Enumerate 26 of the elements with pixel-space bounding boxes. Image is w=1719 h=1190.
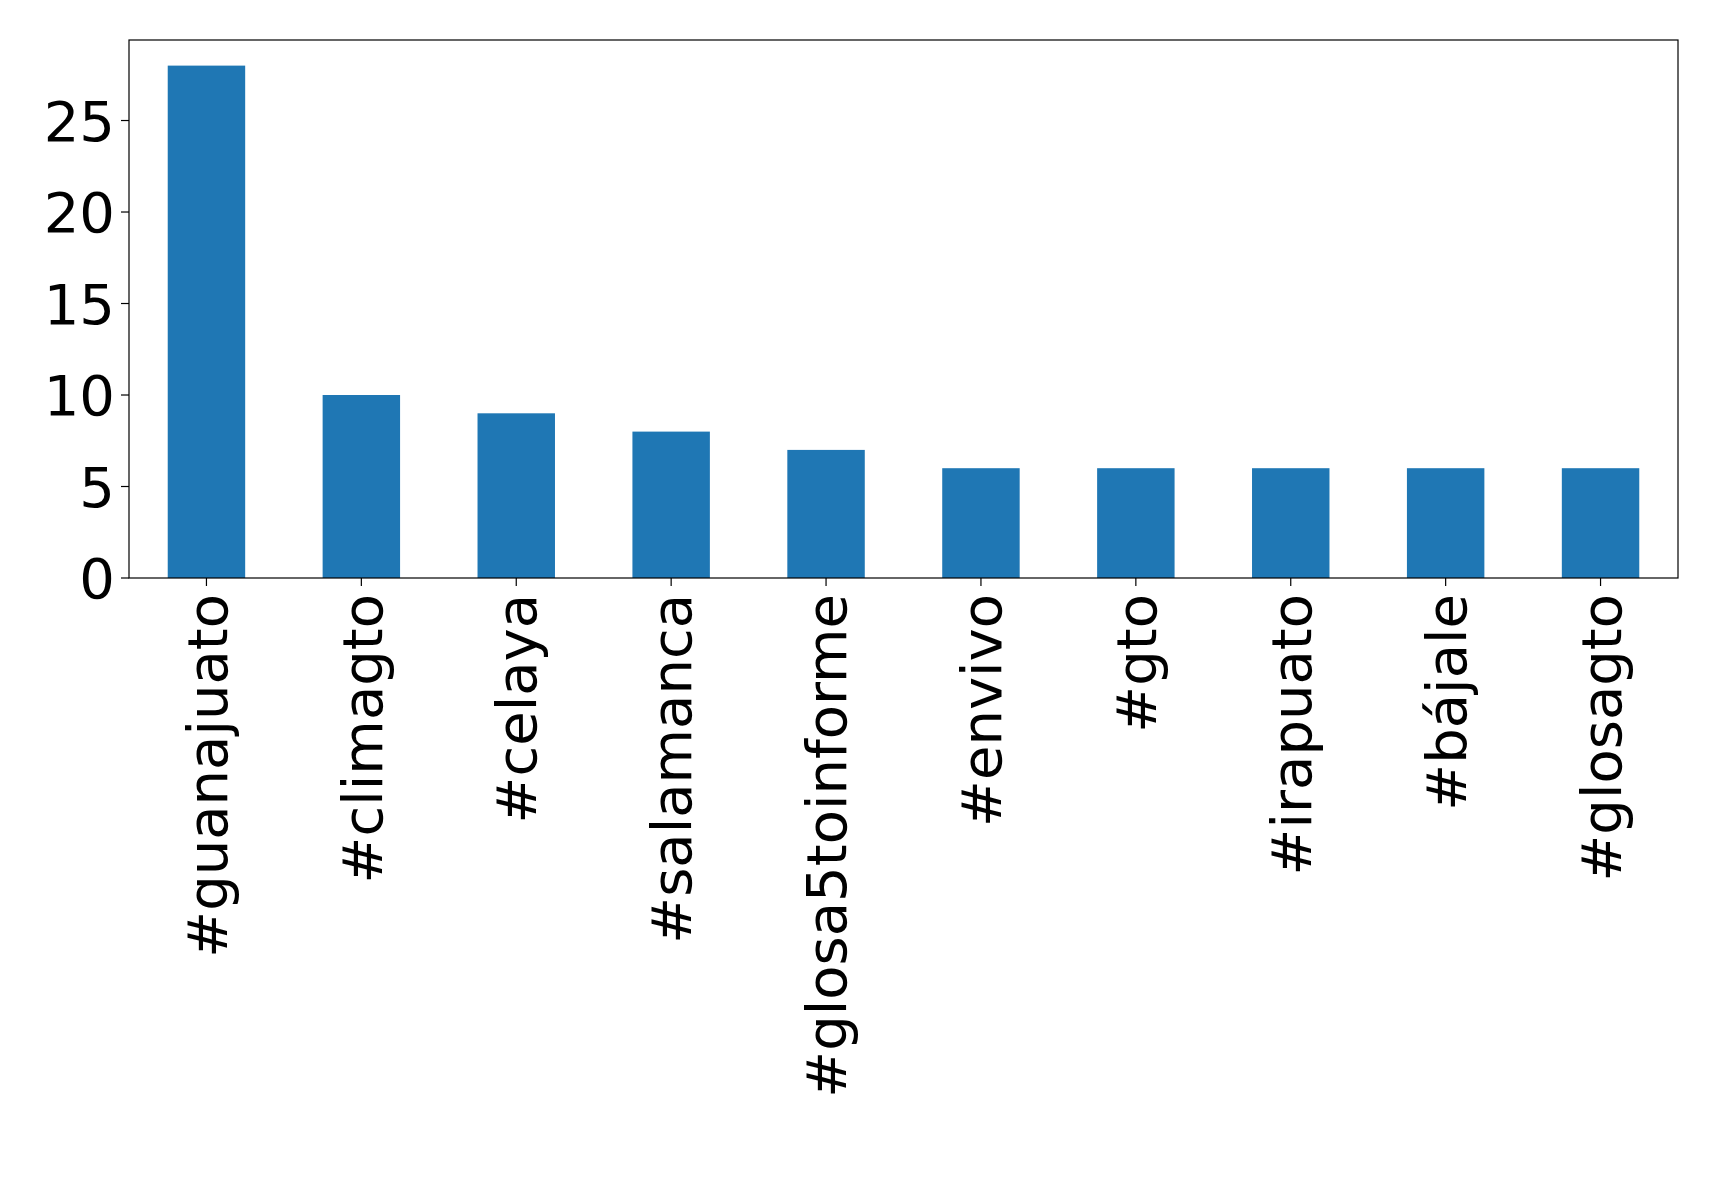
y-tick-label: 5 [79,454,115,520]
bar [632,431,710,578]
x-tick-label: #envivo [949,594,1015,827]
x-tick-label: #celaya [484,594,550,824]
y-tick-label: 20 [43,180,115,246]
x-tick-label: #bájale [1413,594,1479,811]
bar [787,449,865,578]
bar [477,413,555,578]
y-tick-label: 10 [43,363,115,429]
bar [167,65,246,578]
x-tick-label: #guanajuato [174,594,240,958]
bar [1561,468,1640,578]
y-tick-label: 25 [43,88,115,154]
y-tick-label: 0 [79,546,115,612]
x-tick-label: #glosagto [1568,594,1634,882]
bar [1097,468,1175,578]
x-tick-label: #climagto [329,594,395,884]
x-tick-label: #glosa5toinforme [794,594,860,1098]
x-tick-label: #salamanca [639,594,705,944]
bar [942,468,1020,578]
y-tick-label: 15 [43,271,115,337]
bar [1406,468,1485,578]
bar [1252,468,1330,578]
x-tick-label: #irapuato [1258,594,1324,876]
x-tick-label: #gto [1104,594,1170,733]
bar [322,395,401,578]
